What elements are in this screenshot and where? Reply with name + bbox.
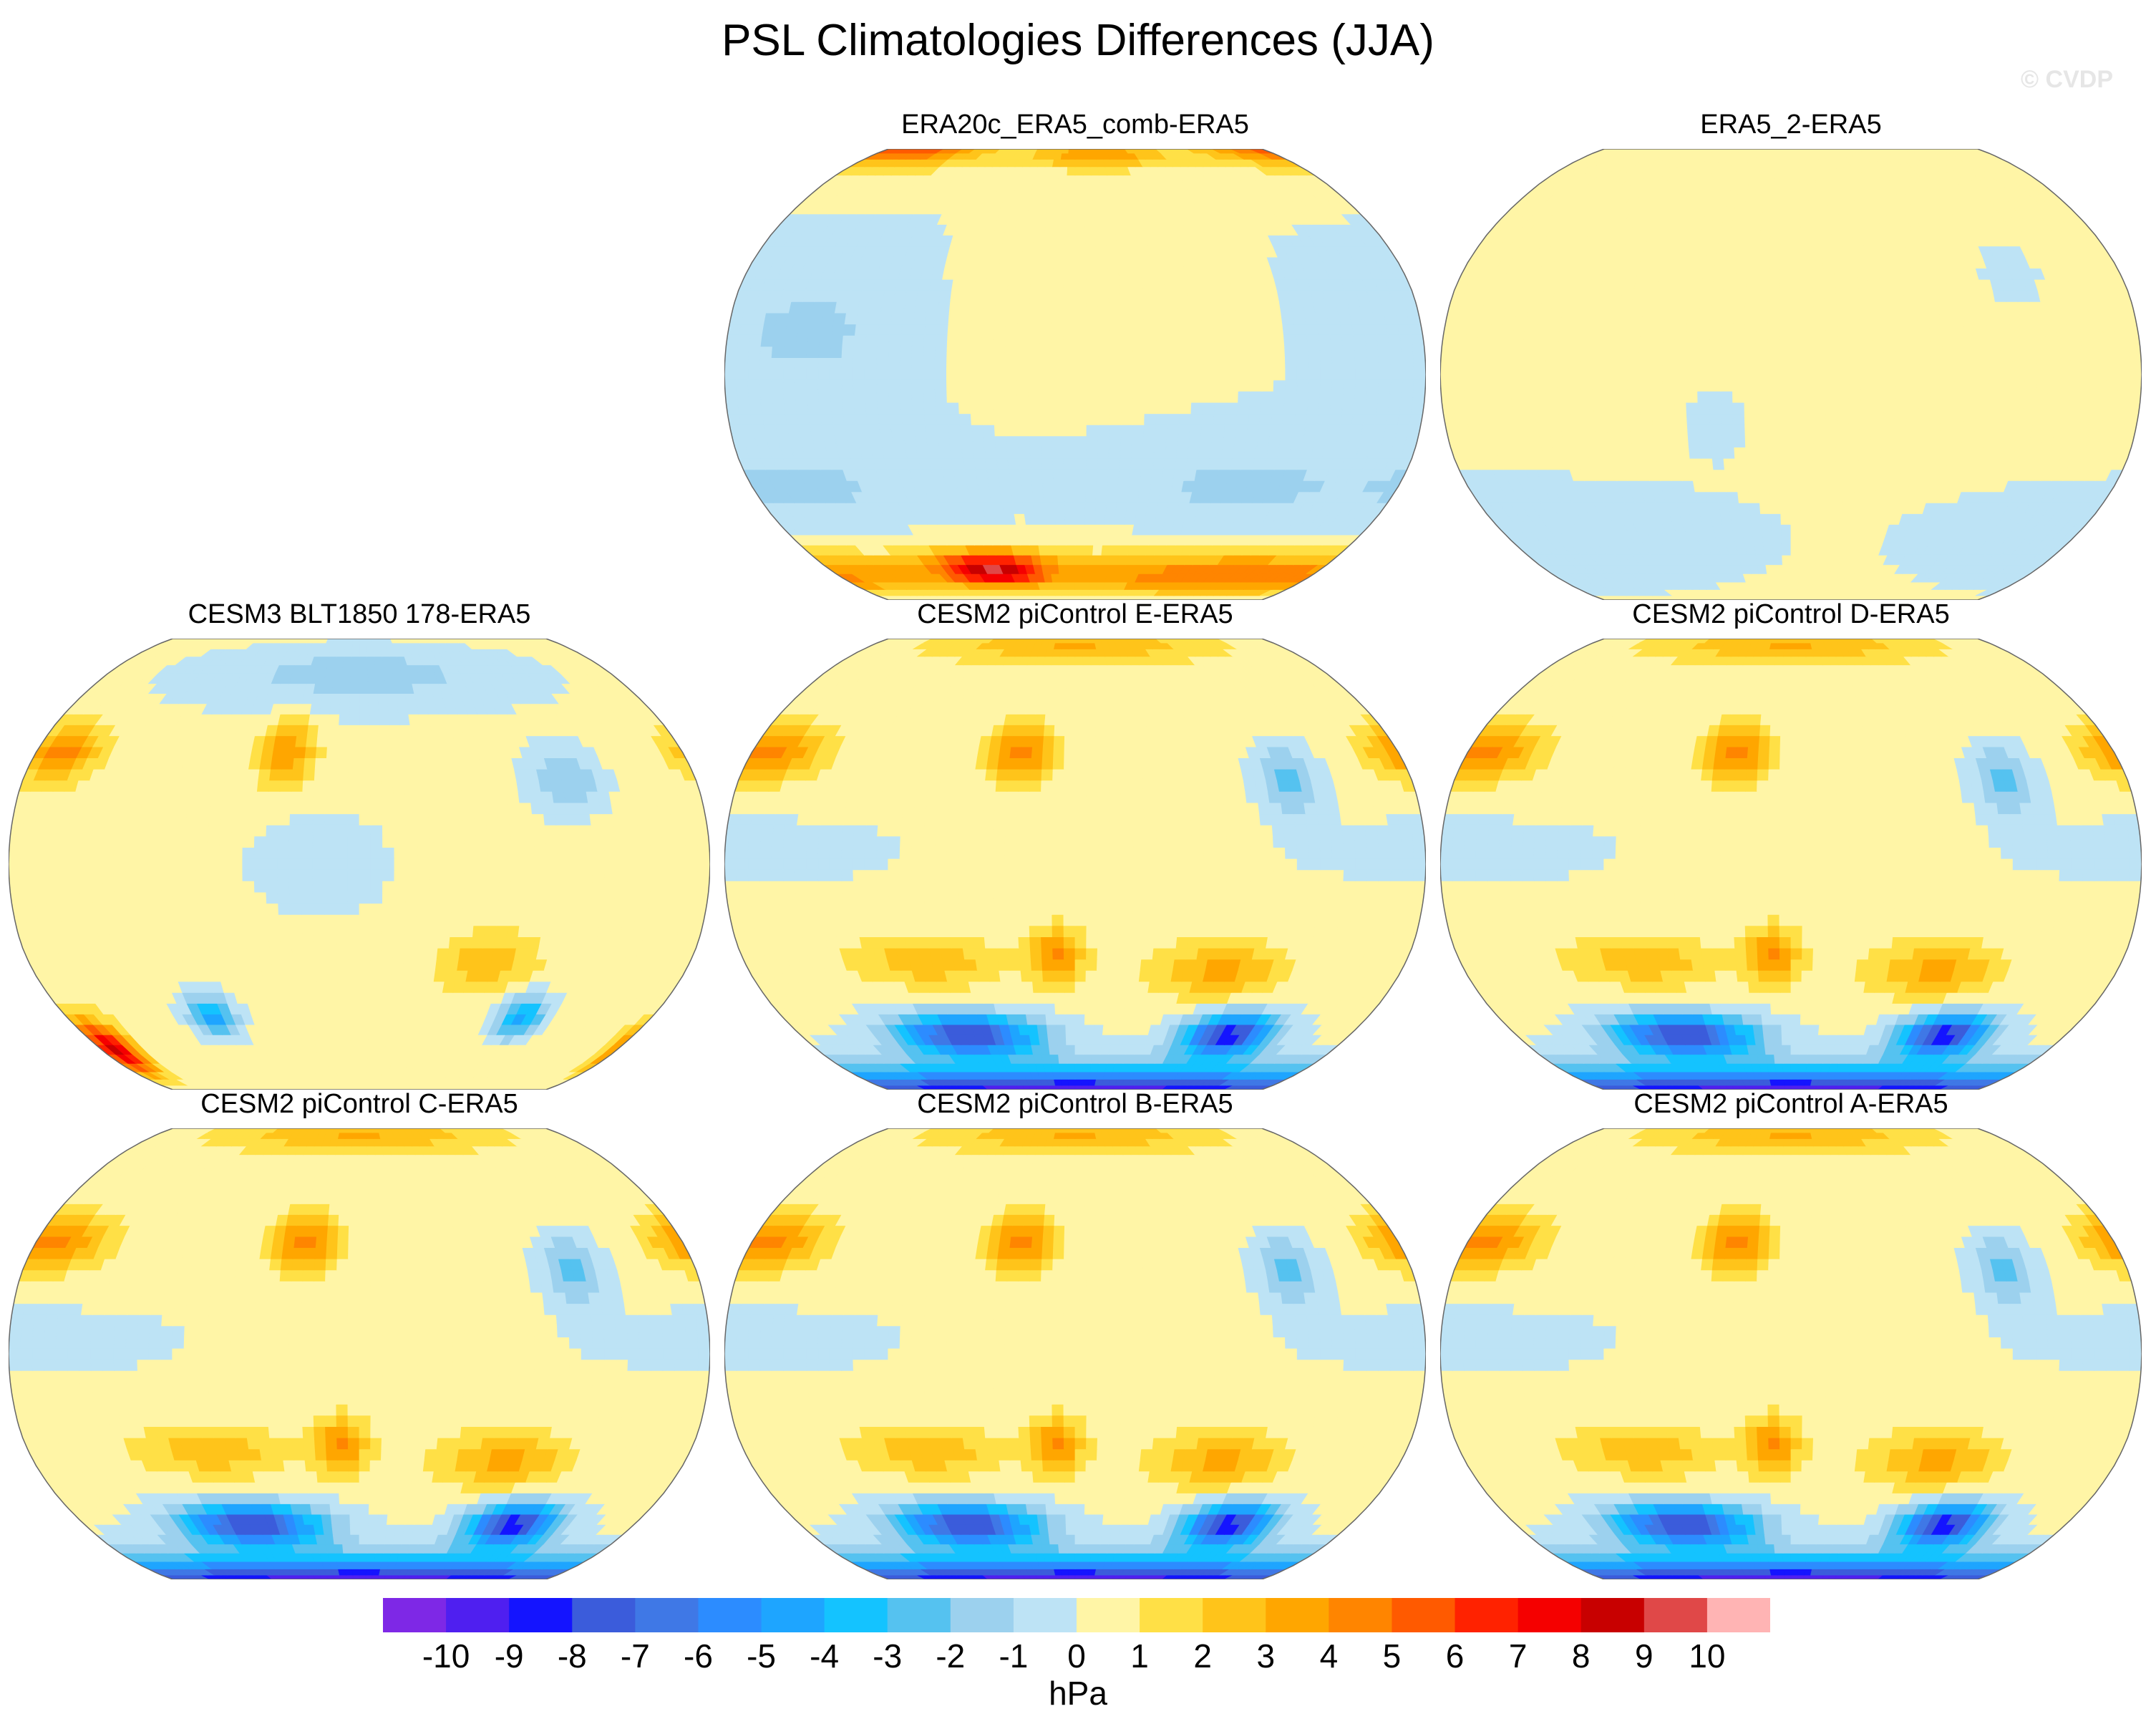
colorbar-tick-label: 9 bbox=[1635, 1636, 1654, 1676]
colorbar-swatch bbox=[1013, 1598, 1077, 1632]
colorbar-swatch bbox=[1706, 1598, 1770, 1632]
colorbar-tick-label: -1 bbox=[999, 1636, 1028, 1676]
map-border bbox=[9, 1128, 710, 1579]
colorbar-swatch bbox=[887, 1598, 951, 1632]
colorbar-swatch bbox=[1140, 1598, 1203, 1632]
panel-title: CESM2 piControl B-ERA5 bbox=[724, 1085, 1426, 1123]
panel-title: CESM2 piControl A-ERA5 bbox=[1440, 1085, 2142, 1123]
panel-title: ERA20c_ERA5_comb-ERA5 bbox=[724, 106, 1426, 143]
colorbar-swatch bbox=[698, 1598, 762, 1632]
colorbar-tick-label: 7 bbox=[1509, 1636, 1528, 1676]
colorbar-tick-label: -6 bbox=[684, 1636, 713, 1676]
colorbar-tick-label: -5 bbox=[747, 1636, 776, 1676]
map-plot bbox=[9, 639, 710, 1090]
cvdp-watermark: © CVDP bbox=[2021, 66, 2113, 94]
colorbar-swatch bbox=[1455, 1598, 1519, 1632]
field-cells bbox=[1440, 1128, 2142, 1579]
colorbar-tick-label: 1 bbox=[1130, 1636, 1149, 1676]
colorbar-swatch bbox=[1518, 1598, 1582, 1632]
colorbar-svg bbox=[383, 1598, 1770, 1632]
colorbar-tick-label: 8 bbox=[1572, 1636, 1591, 1676]
map-border bbox=[1440, 149, 2142, 600]
colorbar-swatch bbox=[824, 1598, 888, 1632]
colorbar-swatch bbox=[635, 1598, 699, 1632]
map-plot bbox=[1440, 639, 2142, 1090]
colorbar-tick-label: -10 bbox=[422, 1636, 470, 1676]
colorbar-swatch bbox=[572, 1598, 636, 1632]
field-cells bbox=[724, 1128, 1426, 1579]
colorbar-tick-label: -8 bbox=[558, 1636, 587, 1676]
map-border bbox=[724, 639, 1426, 1090]
colorbar-swatch bbox=[509, 1598, 573, 1632]
map-panel-cesm2_e: CESM2 piControl E-ERA5 bbox=[724, 596, 1426, 1090]
map-panel-era5_2: ERA5_2-ERA5 bbox=[1440, 106, 2142, 600]
panel-title: CESM2 piControl C-ERA5 bbox=[9, 1085, 710, 1123]
colorbar-tick-label: 0 bbox=[1067, 1636, 1086, 1676]
panel-title: CESM2 piControl E-ERA5 bbox=[724, 596, 1426, 633]
colorbar-tick-label: -4 bbox=[810, 1636, 839, 1676]
map-plot bbox=[724, 149, 1426, 600]
map-plot bbox=[1440, 1128, 2142, 1579]
colorbar-swatch bbox=[1580, 1598, 1645, 1632]
colorbar-swatch bbox=[446, 1598, 510, 1632]
map-plot bbox=[1440, 149, 2142, 600]
panel-title: CESM3 BLT1850 178-ERA5 bbox=[9, 596, 710, 633]
field-cells bbox=[9, 639, 710, 1090]
colorbar-tick-label: 10 bbox=[1689, 1636, 1725, 1676]
field-cells bbox=[724, 149, 1426, 600]
field-cells bbox=[1440, 149, 2142, 600]
colorbar bbox=[383, 1598, 1770, 1632]
map-border bbox=[724, 1128, 1426, 1579]
colorbar-tick-label: 4 bbox=[1320, 1636, 1339, 1676]
map-plot bbox=[724, 1128, 1426, 1579]
map-panel-cesm3: CESM3 BLT1850 178-ERA5 bbox=[9, 596, 710, 1090]
field-cells bbox=[1440, 639, 2142, 1090]
colorbar-units: hPa bbox=[0, 1672, 2156, 1715]
colorbar-tick-label: -2 bbox=[936, 1636, 965, 1676]
colorbar-tick-label: 5 bbox=[1383, 1636, 1402, 1676]
colorbar-tick-label: -9 bbox=[495, 1636, 524, 1676]
map-panel-cesm2_b: CESM2 piControl B-ERA5 bbox=[724, 1085, 1426, 1579]
map-plot bbox=[724, 639, 1426, 1090]
map-border bbox=[1440, 639, 2142, 1090]
colorbar-swatch bbox=[1203, 1598, 1266, 1632]
panel-title: ERA5_2-ERA5 bbox=[1440, 106, 2142, 143]
map-panel-cesm2_d: CESM2 piControl D-ERA5 bbox=[1440, 596, 2142, 1090]
colorbar-tick-label: 3 bbox=[1256, 1636, 1275, 1676]
colorbar-swatch bbox=[383, 1598, 447, 1632]
colorbar-swatch bbox=[1266, 1598, 1329, 1632]
colorbar-tick-label: 2 bbox=[1193, 1636, 1212, 1676]
panel-title: CESM2 piControl D-ERA5 bbox=[1440, 596, 2142, 633]
colorbar-swatch bbox=[950, 1598, 1014, 1632]
map-plot bbox=[9, 1128, 710, 1579]
colorbar-tick-label: 6 bbox=[1446, 1636, 1465, 1676]
colorbar-swatch bbox=[1392, 1598, 1456, 1632]
map-border bbox=[1440, 1128, 2142, 1579]
field-cells bbox=[9, 1128, 710, 1579]
map-panel-cesm2_a: CESM2 piControl A-ERA5 bbox=[1440, 1085, 2142, 1579]
colorbar-tick-labels: -10 -9 -8 -7 -6 -5 -4 -3 -2 -1 0 1 2 3 4 5 6 7 8 9 10 bbox=[0, 1636, 2156, 1679]
map-panel-era20c: ERA20c_ERA5_comb-ERA5 bbox=[724, 106, 1426, 600]
colorbar-swatch bbox=[1643, 1598, 1708, 1632]
map-border bbox=[724, 149, 1426, 600]
colorbar-swatch bbox=[1077, 1598, 1140, 1632]
colorbar-swatch bbox=[761, 1598, 825, 1632]
map-panel-cesm2_c: CESM2 piControl C-ERA5 bbox=[9, 1085, 710, 1579]
colorbar-tick-label: -7 bbox=[621, 1636, 650, 1676]
colorbar-swatch bbox=[1329, 1598, 1393, 1632]
map-border bbox=[9, 639, 710, 1090]
field-cells bbox=[724, 639, 1426, 1090]
chart-title: PSL Climatologies Differences (JJA) bbox=[0, 9, 2156, 73]
colorbar-tick-label: -3 bbox=[873, 1636, 902, 1676]
